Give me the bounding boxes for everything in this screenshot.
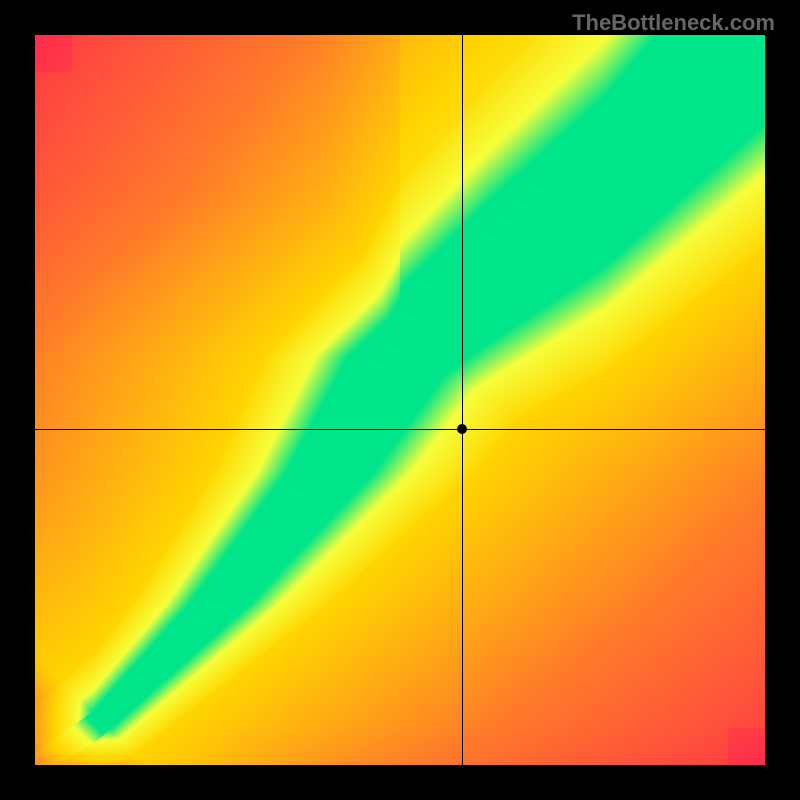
bottleneck-heatmap (35, 35, 765, 765)
crosshair-horizontal (35, 429, 765, 430)
watermark-text: TheBottleneck.com (572, 10, 775, 36)
crosshair-vertical (462, 35, 463, 765)
crosshair-marker (457, 424, 467, 434)
heatmap-canvas (35, 35, 765, 765)
